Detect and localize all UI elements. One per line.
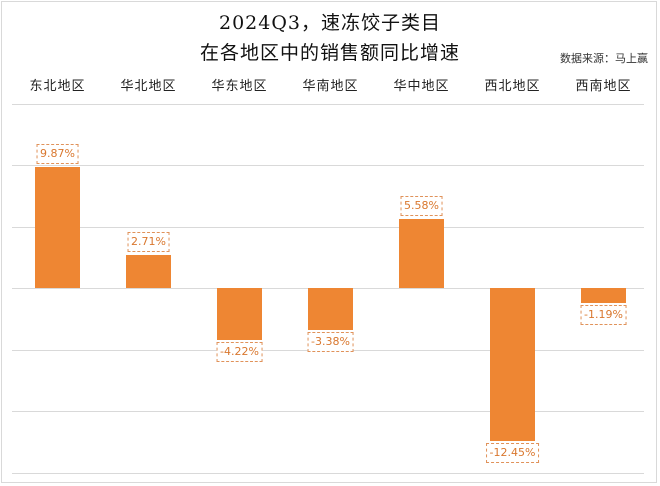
bar (581, 288, 626, 303)
data-label: 9.87% (36, 143, 79, 164)
data-label: -3.38% (307, 331, 354, 352)
bar (490, 288, 535, 442)
gridline (12, 473, 644, 474)
bar (35, 166, 80, 288)
bar (126, 254, 171, 288)
category-label: 西南地区 (575, 79, 632, 94)
chart-title-line-2: 在各地区中的销售额同比增速 (199, 42, 460, 64)
data-label: 5.58% (400, 196, 443, 217)
gridline (12, 227, 644, 228)
bar (308, 288, 353, 330)
bar (399, 219, 444, 288)
data-label: -12.45% (485, 443, 540, 464)
data-label: -4.22% (216, 341, 263, 362)
category-label: 华中地区 (393, 79, 450, 94)
data-label: -1.19% (580, 304, 627, 325)
category-label: 东北地区 (29, 79, 86, 94)
bar (217, 288, 262, 340)
gridline (12, 104, 644, 105)
gridline (12, 165, 644, 166)
category-label: 华东地区 (211, 79, 268, 94)
category-label: 华南地区 (302, 79, 359, 94)
gridline (12, 411, 644, 412)
data-source-note: 数据来源：马上赢 (560, 52, 648, 65)
chart-title-line-1: 2024Q3，速冻饺子类目 (218, 12, 442, 34)
category-label: 华北地区 (120, 79, 177, 94)
category-label: 西北地区 (484, 79, 541, 94)
data-label: 2.71% (127, 231, 170, 252)
